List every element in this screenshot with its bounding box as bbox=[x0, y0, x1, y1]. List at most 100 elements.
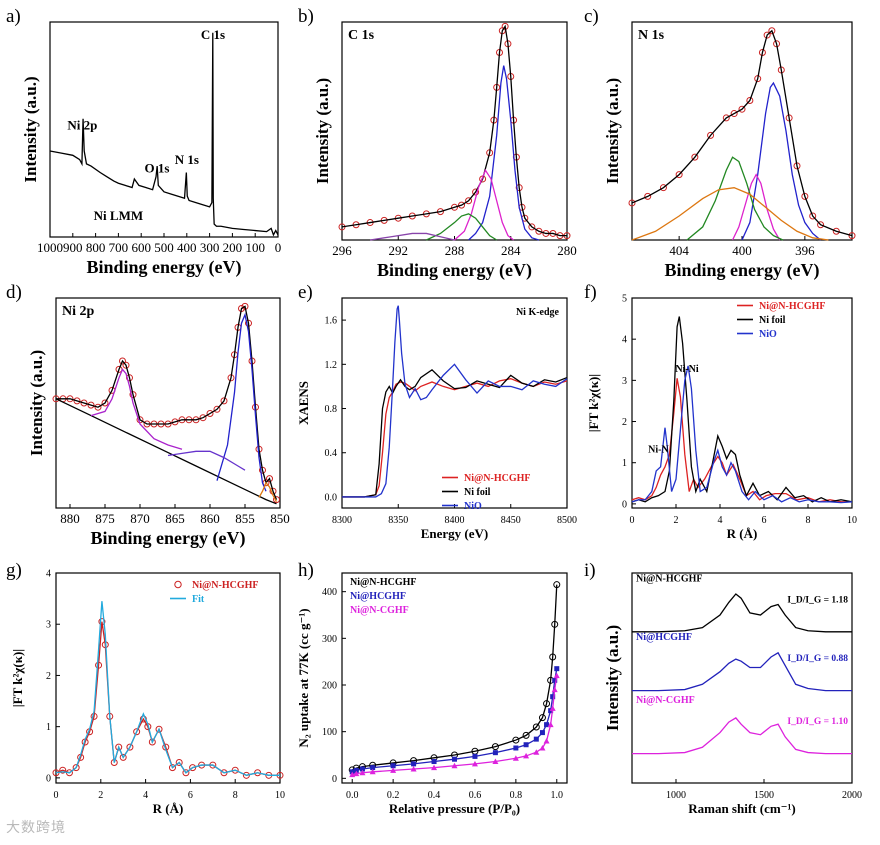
data-point-c bbox=[730, 110, 738, 118]
sample-label-i: Ni@N-CGHF bbox=[636, 695, 695, 706]
data-point-b bbox=[458, 201, 466, 209]
data-point-c bbox=[691, 153, 699, 161]
data-point-g bbox=[119, 753, 127, 761]
x-tick-label-a: 900 bbox=[63, 240, 83, 255]
x-tick-label-f: 6 bbox=[762, 515, 767, 526]
x-tick-label-a: 500 bbox=[154, 240, 174, 255]
data-point-g bbox=[133, 728, 141, 736]
data-point-h bbox=[532, 723, 540, 731]
series-d-3 bbox=[216, 312, 267, 492]
data-point-c bbox=[809, 212, 817, 220]
legend-label-f: NiO bbox=[759, 329, 777, 340]
legend-label-h: Ni@HCGHF bbox=[350, 591, 406, 602]
y-axis-label-f: |FT k²χ(κ)| bbox=[586, 374, 601, 432]
data-point-h bbox=[549, 705, 556, 711]
chart-title-e: Ni K-edge bbox=[516, 307, 560, 318]
series-line-c-3 bbox=[731, 173, 781, 241]
x-tick-label-b: 292 bbox=[389, 243, 409, 258]
data-point-h bbox=[410, 766, 417, 772]
panel-i: i) 1000 1500 2000 Raman shift (cm⁻¹) Intensit… bbox=[584, 560, 862, 816]
series-h-2 bbox=[349, 672, 560, 778]
x-tick-label-g: 2 bbox=[98, 790, 103, 801]
data-point-h bbox=[547, 721, 554, 728]
panel-label-b: b) bbox=[298, 6, 314, 27]
y-tick-label-g: 0 bbox=[46, 773, 51, 784]
data-point-h bbox=[523, 742, 529, 748]
data-point-c bbox=[628, 199, 636, 207]
data-point-c bbox=[644, 192, 652, 200]
panel-label-e: e) bbox=[298, 282, 313, 303]
data-point-h bbox=[533, 736, 539, 742]
series-c-5 bbox=[631, 187, 829, 241]
x-tick-label-b: 296 bbox=[332, 243, 352, 258]
x-tick-label-c: 396 bbox=[795, 243, 815, 258]
data-point-h bbox=[390, 767, 397, 773]
watermark-text: 大数跨境 bbox=[6, 820, 66, 836]
x-tick-label-a: 300 bbox=[200, 240, 220, 255]
x-tick-label-c: 404 bbox=[669, 243, 689, 258]
data-point-d bbox=[213, 405, 221, 413]
y-axis-label-c: Intensity (a.u.) bbox=[603, 78, 622, 184]
data-point-c bbox=[675, 171, 683, 179]
x-tick-label-d: 860 bbox=[200, 511, 220, 526]
y-axis-label-b: Intensity (a.u.) bbox=[313, 78, 332, 184]
series-d-4 bbox=[90, 368, 183, 450]
series-line-b-1 bbox=[341, 24, 567, 237]
series-line-i-0 bbox=[632, 593, 852, 633]
peak-annotation-a: N 1s bbox=[175, 152, 199, 167]
y-tick-label-g: 2 bbox=[46, 671, 51, 682]
data-point-h bbox=[523, 752, 530, 759]
data-point-h bbox=[369, 768, 376, 775]
x-tick-label-a: 100 bbox=[245, 240, 265, 255]
plot-frame-d bbox=[55, 297, 281, 509]
x-tick-label-e: 8450 bbox=[501, 515, 521, 526]
data-point-d bbox=[206, 410, 214, 417]
panel-c: c) 404 400 396 Binding energy (eV) Intensity … bbox=[584, 6, 856, 281]
data-point-c bbox=[817, 221, 825, 229]
peak-annotation-a: C 1s bbox=[201, 27, 225, 42]
y-tick-label-f: 0 bbox=[622, 499, 627, 510]
data-point-c bbox=[832, 227, 840, 235]
x-tick-label-d: 850 bbox=[270, 511, 290, 526]
data-point-h bbox=[543, 738, 550, 744]
sample-label-i: Ni@N-HCGHF bbox=[636, 573, 703, 584]
series-line-i-2 bbox=[632, 717, 852, 755]
data-point-c bbox=[763, 31, 771, 39]
data-point-h bbox=[492, 750, 498, 756]
data-point-d bbox=[80, 399, 88, 407]
data-point-h bbox=[533, 749, 540, 755]
peak-annotation-a: Ni 2p bbox=[67, 118, 97, 133]
series-e-1 bbox=[342, 369, 568, 498]
data-point-c bbox=[768, 27, 776, 35]
series-b-1 bbox=[341, 24, 567, 237]
data-point-h bbox=[544, 722, 550, 728]
data-point-h bbox=[353, 770, 360, 777]
series-line-f-0 bbox=[631, 378, 852, 503]
legend-marker-g bbox=[174, 580, 182, 589]
series-b-5 bbox=[370, 232, 455, 241]
x-tick-label-h: 0.6 bbox=[469, 790, 482, 801]
series-f-0 bbox=[631, 378, 852, 503]
x-axis-label-b: Binding energy (eV) bbox=[377, 260, 532, 281]
data-point-g bbox=[182, 769, 190, 777]
series-b-2 bbox=[468, 65, 540, 241]
x-tick-label-f: 8 bbox=[806, 515, 811, 526]
x-tick-label-f: 2 bbox=[674, 515, 679, 526]
y-tick-label-f: 4 bbox=[622, 335, 627, 346]
panel-b: b) 296 292 288 284 280 Binding energy (eV) Inte… bbox=[298, 6, 577, 281]
x-tick-label-f: 4 bbox=[718, 515, 723, 526]
y-tick-label-e: 0.8 bbox=[325, 404, 338, 415]
data-point-g bbox=[126, 743, 134, 751]
y-axis-label-i: Intensity (a.u.) bbox=[603, 625, 622, 731]
x-tick-label-g: 10 bbox=[275, 790, 285, 801]
series-line-d-3 bbox=[216, 312, 267, 492]
data-point-h bbox=[390, 763, 396, 769]
data-point-d bbox=[199, 414, 207, 422]
plot-frame-e bbox=[341, 297, 568, 509]
data-point-h bbox=[471, 760, 478, 767]
data-point-d bbox=[171, 418, 179, 426]
series-c-4 bbox=[686, 156, 784, 241]
panel-a: a)1000 900 800 700 600 500 400 300 200 100 0Bindin… bbox=[6, 6, 281, 278]
data-point-h bbox=[491, 743, 499, 751]
